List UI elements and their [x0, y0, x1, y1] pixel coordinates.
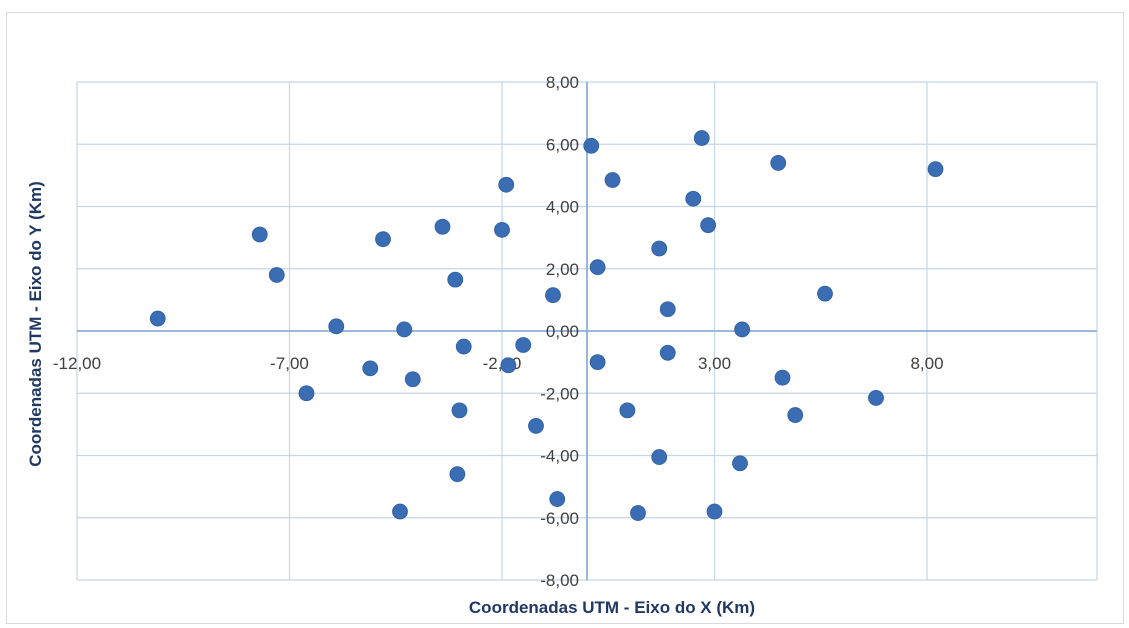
- data-point: [494, 221, 510, 238]
- data-point: [787, 407, 804, 423]
- x-tick-label: -12,00: [53, 354, 101, 373]
- data-point: [693, 130, 710, 146]
- data-point: [298, 385, 315, 402]
- data-point: [268, 267, 285, 283]
- y-tick-label: -4,00: [540, 447, 579, 466]
- data-point: [589, 354, 606, 371]
- data-point: [659, 301, 676, 318]
- data-point: [392, 503, 408, 520]
- data-point: [549, 491, 566, 507]
- data-point: [651, 240, 668, 257]
- chart-frame: [6, 12, 1124, 624]
- data-points: [149, 130, 944, 521]
- y-tick-label: 4,00: [546, 198, 579, 217]
- data-point: [451, 402, 468, 419]
- data-point: [149, 310, 166, 327]
- y-tick-label: 6,00: [546, 135, 579, 154]
- data-point: [589, 259, 606, 276]
- data-point: [927, 161, 944, 178]
- data-point: [528, 418, 544, 434]
- data-point: [630, 505, 646, 521]
- data-point: [455, 338, 472, 355]
- data-point: [734, 321, 751, 338]
- data-point: [498, 176, 515, 193]
- data-point: [404, 371, 421, 388]
- data-point: [583, 137, 600, 154]
- x-tick-labels: -12,00-7,00-2,003,008,00: [53, 354, 944, 373]
- data-point: [770, 155, 787, 171]
- data-point: [545, 287, 561, 304]
- data-point: [375, 231, 391, 248]
- data-point: [604, 172, 621, 188]
- data-point: [659, 344, 676, 361]
- data-point: [515, 337, 532, 353]
- data-point: [434, 218, 451, 235]
- x-tick-label: 3,00: [698, 354, 731, 373]
- data-point: [774, 369, 791, 386]
- x-axis-title: Coordenadas UTM - Eixo do X (Km): [469, 598, 755, 617]
- axes: [77, 82, 1097, 580]
- y-axis-title: Coordenadas UTM - Eixo do Y (Km): [26, 181, 45, 467]
- y-tick-label: -6,00: [540, 509, 579, 528]
- data-point: [700, 217, 717, 234]
- data-point: [868, 390, 884, 406]
- y-tick-label: 2,00: [546, 260, 579, 279]
- data-point: [685, 190, 702, 207]
- data-point: [817, 285, 833, 302]
- data-point: [500, 357, 517, 374]
- data-point: [449, 466, 466, 483]
- data-point: [706, 503, 723, 520]
- data-point: [447, 271, 464, 288]
- data-point: [251, 226, 268, 243]
- y-tick-label: -2,00: [540, 384, 579, 403]
- y-tick-label: 0,00: [546, 322, 579, 341]
- y-tick-label: -8,00: [540, 571, 579, 590]
- data-point: [328, 318, 345, 335]
- data-point: [732, 455, 748, 472]
- x-tick-label: 8,00: [910, 354, 943, 373]
- data-point: [396, 321, 413, 338]
- x-tick-label: -7,00: [270, 354, 309, 373]
- y-tick-label: 8,00: [546, 73, 579, 92]
- y-tick-labels: 8,00 6,00 4,00 2,00 0,00 -2,00 -4,00 -6,00 -8,00: [540, 73, 579, 590]
- data-point: [651, 449, 668, 465]
- data-point: [619, 402, 636, 419]
- data-point: [362, 360, 379, 377]
